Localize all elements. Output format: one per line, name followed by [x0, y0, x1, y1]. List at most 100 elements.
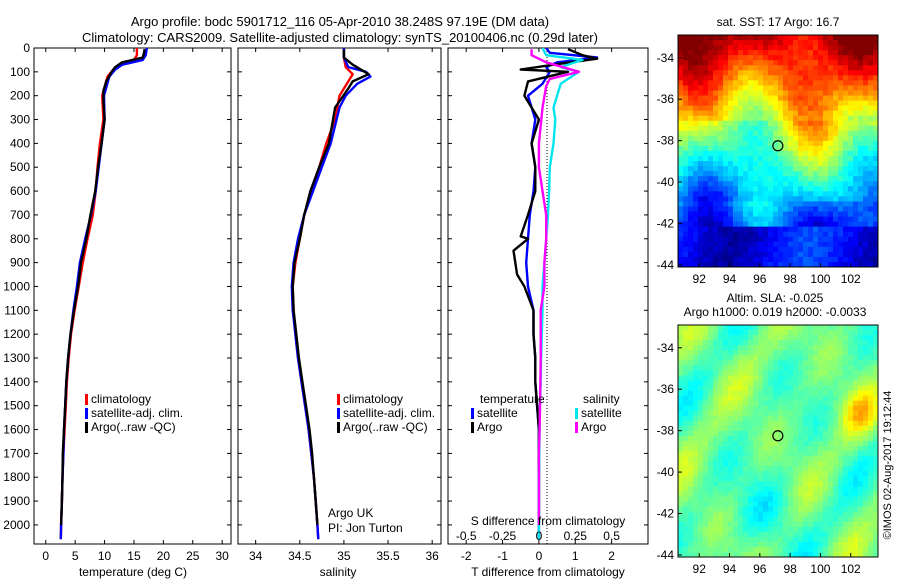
map-cell [748, 70, 754, 76]
map-cell [858, 420, 864, 427]
map-cell [718, 206, 724, 212]
map-cell [723, 256, 729, 263]
map-cell [773, 70, 779, 76]
map-cell [703, 211, 709, 217]
map-cell [768, 516, 774, 523]
map-cell [853, 135, 859, 142]
map-cell [833, 375, 839, 381]
map-cell [813, 365, 819, 371]
map-cell [823, 375, 829, 381]
map-cell [688, 395, 694, 402]
map-cell [808, 135, 814, 142]
map-cell [748, 420, 754, 427]
map-cell [838, 531, 844, 538]
map-cell [773, 506, 779, 513]
map-cell [678, 85, 684, 91]
map-cell [868, 206, 874, 212]
map-cell [708, 461, 714, 467]
map-cell [763, 211, 769, 217]
map-cell [818, 110, 824, 117]
map-cell [688, 55, 694, 61]
map-cell [818, 176, 824, 182]
map-cell [788, 196, 794, 202]
map-cell [853, 70, 859, 76]
map-cell [723, 486, 729, 492]
map-cell [823, 125, 829, 132]
map-cell [738, 526, 744, 533]
map-cell [788, 151, 794, 157]
map-cell [793, 521, 799, 528]
map-cell [773, 55, 779, 61]
legend-swatch [85, 408, 88, 419]
x-tick-label: 1 [572, 549, 579, 563]
map-cell [868, 501, 874, 507]
map-cell [798, 531, 804, 538]
map-cell [753, 531, 759, 538]
map-cell [683, 330, 689, 336]
map-cell [823, 211, 829, 217]
map-cell [753, 415, 759, 422]
map-cell [833, 110, 839, 117]
map-cell [698, 261, 704, 268]
map-cell [828, 405, 834, 412]
map-cell [808, 115, 814, 122]
map-cell [813, 400, 819, 407]
map-cell [798, 176, 804, 182]
map-cell [698, 166, 704, 172]
map-cell [713, 375, 719, 381]
map-cell [743, 90, 749, 96]
map-cell [843, 256, 849, 263]
map-cell [848, 335, 854, 341]
map-cell [768, 350, 774, 356]
map-cell [763, 456, 769, 462]
map-cell [808, 481, 814, 487]
map-cell [853, 410, 859, 417]
map-cell [808, 226, 814, 233]
map-cell [758, 241, 764, 248]
series-line [512, 48, 599, 525]
map-cell [768, 211, 774, 217]
salinity-difference-ticks: -0.5 -0.25 0 0.25 0.5 [456, 529, 620, 543]
sla-map-argo-location-marker [772, 430, 784, 442]
map-cell [743, 541, 749, 548]
map-cell [828, 100, 834, 107]
map-cell [728, 541, 734, 548]
map-cell [698, 186, 704, 192]
map-cell [853, 551, 859, 558]
map-cell [733, 261, 739, 268]
map-cell [693, 486, 699, 492]
map-cell [748, 181, 754, 187]
map-cell [688, 145, 694, 152]
map-cell [803, 325, 809, 331]
map-cell [748, 345, 754, 351]
map-cell [733, 541, 739, 548]
salinity-panel: 34 34.5 35 35.5 36 salinity climatologysatel… [237, 47, 442, 579]
map-cell [758, 380, 764, 386]
map-cell [828, 130, 834, 137]
map-cell [788, 501, 794, 507]
map-cell [763, 325, 769, 331]
map-cell [748, 325, 754, 331]
map-cell [853, 95, 859, 101]
map-cell [763, 125, 769, 132]
map-cell [683, 476, 689, 482]
map-cell [708, 446, 714, 452]
map-cell [753, 40, 759, 46]
map-cell [753, 471, 759, 477]
map-cell [698, 211, 704, 217]
map-cell [778, 181, 784, 187]
map-cell [813, 335, 819, 341]
map-cell [688, 335, 694, 341]
map-cell [713, 120, 719, 127]
map-cell [718, 405, 724, 412]
map-cell [858, 80, 864, 86]
map-cell [823, 410, 829, 417]
map-cell [728, 360, 734, 366]
map-cell [838, 551, 844, 558]
map-cell [748, 216, 754, 223]
map-cell [843, 481, 849, 487]
map-cell [693, 551, 699, 558]
map-cell [813, 140, 819, 147]
map-cell [753, 435, 759, 442]
map-cell [828, 430, 834, 437]
